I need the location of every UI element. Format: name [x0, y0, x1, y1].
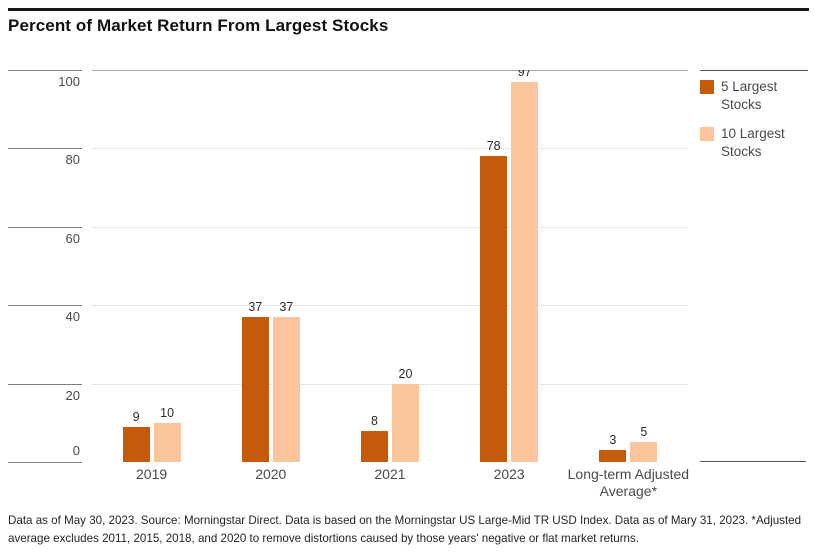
y-tick-line — [8, 226, 82, 228]
bar-column: 10 — [153, 70, 181, 462]
bar-value-label: 5 — [640, 425, 648, 440]
bar-value-label: 97 — [517, 70, 532, 79]
legend-items: 5 Largest Stocks 10 Largest Stocks — [700, 70, 812, 161]
bar — [360, 430, 388, 462]
x-slot: 2023 — [450, 466, 569, 506]
bar — [599, 450, 627, 462]
source-footnote: Data as of May 30, 2023. Source: Morning… — [8, 514, 802, 545]
bar-group: 9 10 — [92, 70, 211, 462]
bar — [241, 316, 269, 462]
x-category-label: 2020 — [255, 466, 287, 482]
x-slot: Long-term Adjusted Average* — [568, 466, 689, 506]
gridline — [92, 226, 688, 228]
x-slot: 2021 — [330, 466, 449, 506]
bar-group: 78 97 — [450, 70, 569, 462]
bar-groups: 9 10 37 37 8 20 78 97 3 5 — [92, 70, 688, 462]
bar — [272, 316, 300, 462]
bar-value-label: 10 — [160, 405, 175, 420]
title-rule — [8, 8, 809, 11]
bar — [391, 383, 419, 462]
bar-value-label: 8 — [370, 413, 378, 428]
bar — [630, 442, 658, 462]
legend-item: 5 Largest Stocks — [700, 78, 812, 114]
x-category-label: 2021 — [374, 466, 406, 482]
legend: 5 Largest Stocks 10 Largest Stocks — [700, 70, 812, 172]
bar-column: 20 — [391, 70, 419, 462]
bar-group: 37 37 — [211, 70, 330, 462]
y-tick-line — [8, 383, 82, 385]
y-tick-line — [8, 305, 82, 307]
chart-title: Percent of Market Return From Largest St… — [8, 16, 389, 35]
gridline — [92, 383, 688, 385]
bar-value-label: 78 — [486, 139, 501, 154]
x-slot: 2020 — [211, 466, 330, 506]
y-tick-label: 0 — [72, 443, 80, 458]
bar-column: 78 — [480, 70, 508, 462]
legend-swatch — [700, 80, 714, 94]
bar-group: 8 20 — [330, 70, 449, 462]
bar-column: 3 — [599, 70, 627, 462]
bar — [153, 422, 181, 462]
legend-label: 5 Largest Stocks — [721, 79, 778, 112]
bar-column: 8 — [360, 70, 388, 462]
legend-bottom-rule — [700, 461, 806, 462]
legend-label: 10 Largest Stocks — [721, 126, 785, 159]
bar-column: 97 — [511, 70, 539, 462]
y-tick-label: 100 — [58, 74, 80, 89]
legend-top-rule — [700, 70, 808, 71]
y-tick-label: 20 — [65, 387, 80, 403]
bar-value-label: 9 — [132, 409, 140, 424]
bar-column: 5 — [630, 70, 658, 462]
legend-swatch — [700, 127, 714, 141]
x-slot: 2019 — [92, 466, 211, 506]
y-tick-label: 80 — [65, 152, 80, 168]
bar-column: 9 — [122, 70, 150, 462]
bar — [480, 156, 508, 462]
gridline — [92, 70, 688, 71]
bar-value-label: 37 — [248, 299, 263, 314]
bar — [122, 426, 150, 462]
legend-item: 10 Largest Stocks — [700, 125, 812, 161]
gridline — [92, 148, 688, 150]
bar — [511, 81, 539, 462]
bar-value-label: 3 — [609, 433, 617, 448]
x-axis-labels: 2019 2020 2021 2023 Long-term Adjusted Avera… — [92, 466, 689, 506]
y-tick-line — [8, 148, 82, 150]
x-category-label: 2023 — [493, 466, 525, 482]
bar-column: 37 — [241, 70, 269, 462]
y-tick-line — [8, 462, 82, 463]
bar-column: 37 — [272, 70, 300, 462]
plot-area: 9 10 37 37 8 20 78 97 3 5 — [92, 70, 688, 462]
y-tick-label: 40 — [65, 309, 80, 325]
bar-value-label: 37 — [279, 299, 294, 314]
y-tick-line — [8, 70, 82, 71]
x-category-label: Long-term Adjusted Average* — [567, 466, 690, 499]
y-tick-label: 60 — [65, 230, 80, 246]
x-category-label: 2019 — [136, 466, 168, 482]
gridline — [92, 305, 688, 307]
bar-value-label: 20 — [398, 366, 413, 381]
